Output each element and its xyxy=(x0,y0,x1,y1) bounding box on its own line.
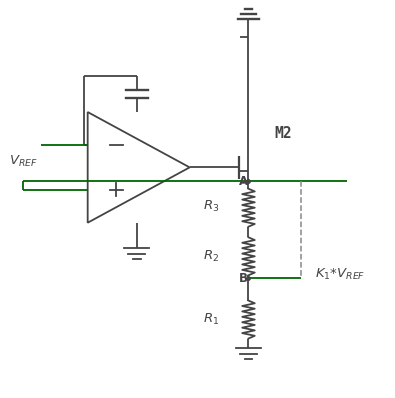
Text: $R_1$: $R_1$ xyxy=(203,312,219,327)
Text: $R_3$: $R_3$ xyxy=(203,199,219,215)
Text: $V_{REF}$: $V_{REF}$ xyxy=(9,154,38,169)
Text: B: B xyxy=(239,271,248,285)
Text: $K_1$*$V_{REF}$: $K_1$*$V_{REF}$ xyxy=(315,267,365,283)
Text: $R_2$: $R_2$ xyxy=(203,249,219,264)
Text: M2: M2 xyxy=(274,126,292,141)
Text: A: A xyxy=(239,175,248,188)
